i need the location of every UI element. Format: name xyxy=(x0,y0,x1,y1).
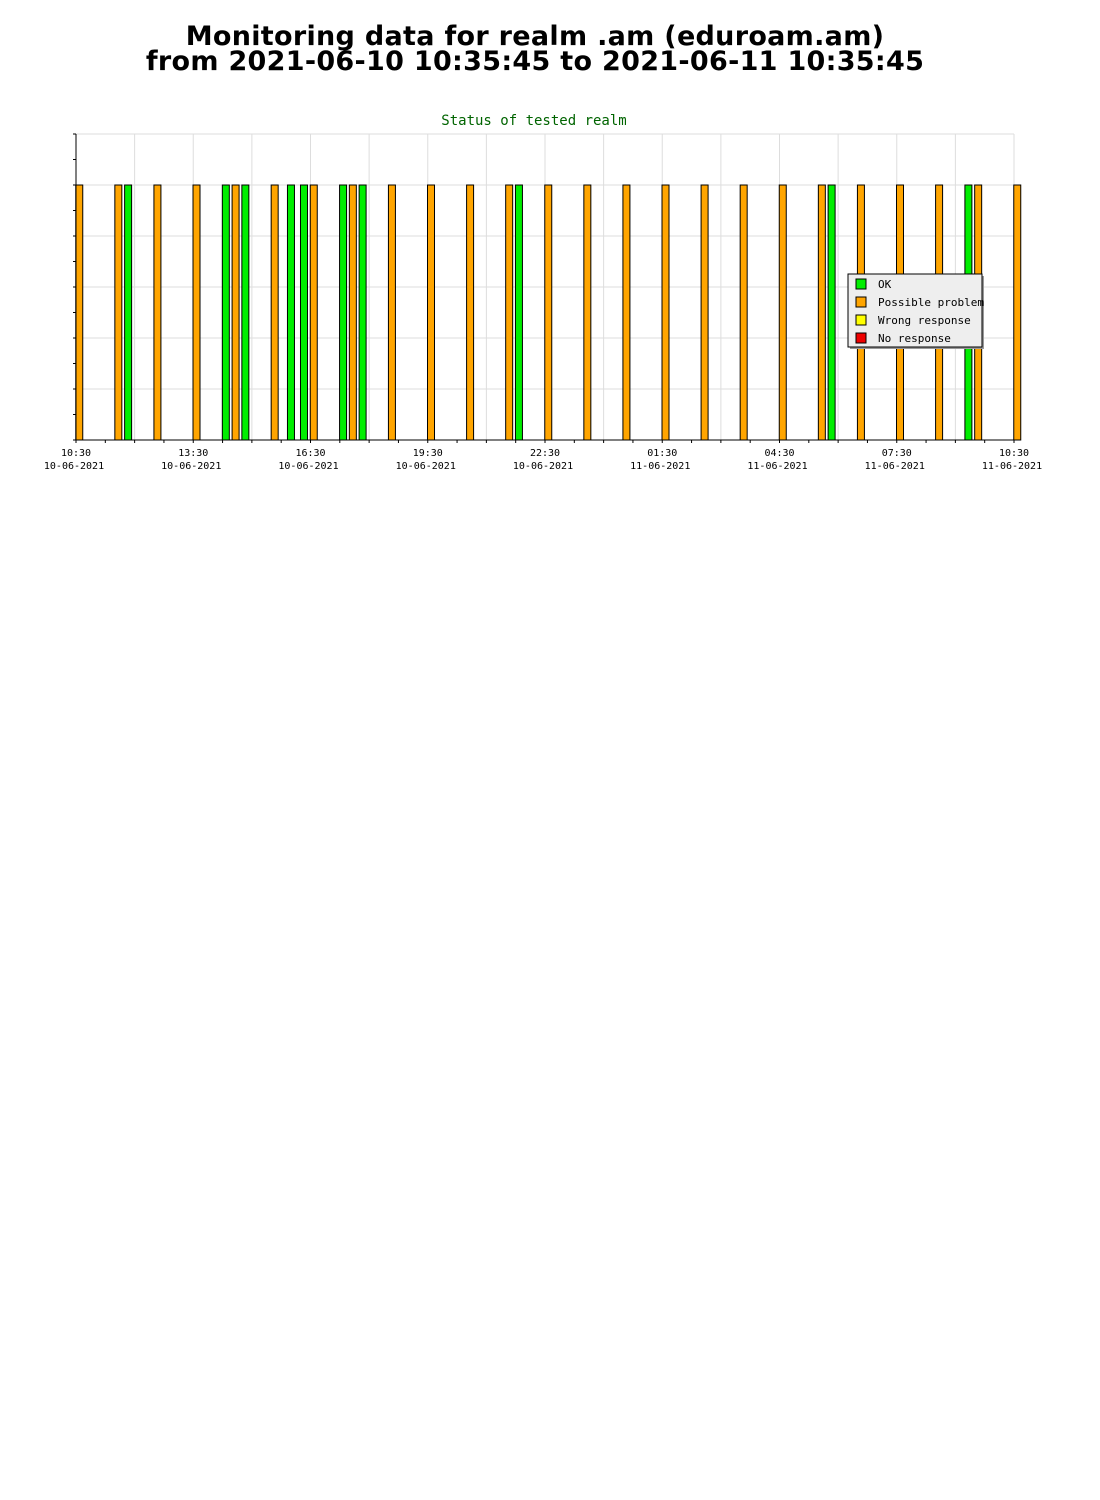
bar-ok xyxy=(221,184,230,441)
x-tick-label-time: 04:30 xyxy=(764,448,794,459)
bar-ok xyxy=(339,184,348,441)
bar-possible-problem xyxy=(192,184,201,441)
legend-label: No response xyxy=(878,332,951,345)
bar-possible-problem xyxy=(583,184,592,441)
bar-possible-problem xyxy=(387,184,396,441)
x-tick-label-date: 11-06-2021 xyxy=(982,461,1042,472)
bar-possible-problem xyxy=(544,184,553,441)
bar-ok xyxy=(299,184,308,441)
legend-label: Possible problem xyxy=(878,296,984,309)
x-tick-label-time: 07:30 xyxy=(882,448,912,459)
bar-possible-problem xyxy=(739,184,748,441)
bar-possible-problem xyxy=(231,184,240,441)
legend-label: OK xyxy=(878,278,892,291)
x-tick-label-date: 11-06-2021 xyxy=(630,461,690,472)
x-tick-label-date: 10-06-2021 xyxy=(513,461,573,472)
x-tick-label-date: 10-06-2021 xyxy=(278,461,338,472)
bar-ok xyxy=(286,184,295,441)
x-tick-label-date: 11-06-2021 xyxy=(747,461,807,472)
page-header: Monitoring data for realm .am (eduroam.a… xyxy=(0,21,1070,77)
header-date-range: from 2021-06-10 10:35:45 to 2021-06-11 1… xyxy=(145,46,925,77)
x-tick-label-time: 16:30 xyxy=(295,448,325,459)
header-title: Monitoring data for realm .am (eduroam.a… xyxy=(185,21,885,52)
bar-possible-problem xyxy=(1013,184,1022,441)
x-tick-label-time: 10:30 xyxy=(999,448,1029,459)
x-tick-label-date: 10-06-2021 xyxy=(161,461,221,472)
x-tick-label-date: 11-06-2021 xyxy=(865,461,925,472)
bar-possible-problem xyxy=(700,184,709,441)
bar-ok xyxy=(241,184,250,441)
bar-ok xyxy=(514,184,523,441)
chart-axes: 10:30 10-06-2021 13:30 10-06-2021 16:30 10-06… xyxy=(44,133,1042,472)
bar-possible-problem xyxy=(817,184,826,441)
bar-possible-problem xyxy=(348,184,357,441)
x-tick-label-time: 22:30 xyxy=(530,448,560,459)
x-tick-label-date: 10-06-2021 xyxy=(44,461,104,472)
bar-ok xyxy=(827,184,836,441)
legend-box xyxy=(847,273,983,348)
bar-possible-problem xyxy=(153,184,162,441)
chart-title: Status of tested realm xyxy=(441,113,626,129)
status-chart: Status of tested realm 10:30 10-06-2021 13… xyxy=(44,113,1042,472)
legend-swatch-wrong-response xyxy=(855,314,867,326)
bar-possible-problem xyxy=(427,184,436,441)
bar-ok xyxy=(124,184,133,441)
legend-swatch-possible-problem xyxy=(855,296,867,308)
bar-possible-problem xyxy=(270,184,279,441)
x-tick-label-time: 13:30 xyxy=(178,448,208,459)
x-tick-label-time: 10:30 xyxy=(61,448,91,459)
chart-legend: OK Possible problem Wrong response No respo… xyxy=(847,273,984,349)
x-tick-label-date: 10-06-2021 xyxy=(396,461,456,472)
x-tick-label-time: 19:30 xyxy=(413,448,443,459)
bar-possible-problem xyxy=(75,184,84,441)
legend-swatch-ok xyxy=(855,278,867,290)
legend-label: Wrong response xyxy=(878,314,971,327)
bar-possible-problem xyxy=(309,184,318,441)
legend-swatch-no-response xyxy=(855,332,867,344)
bar-possible-problem xyxy=(466,184,475,441)
x-tick-label-time: 01:30 xyxy=(647,448,677,459)
bar-ok xyxy=(358,184,367,441)
bar-possible-problem xyxy=(114,184,123,441)
bar-possible-problem xyxy=(778,184,787,441)
bar-possible-problem xyxy=(505,184,514,441)
bar-possible-problem xyxy=(622,184,631,441)
bar-possible-problem xyxy=(661,184,670,441)
